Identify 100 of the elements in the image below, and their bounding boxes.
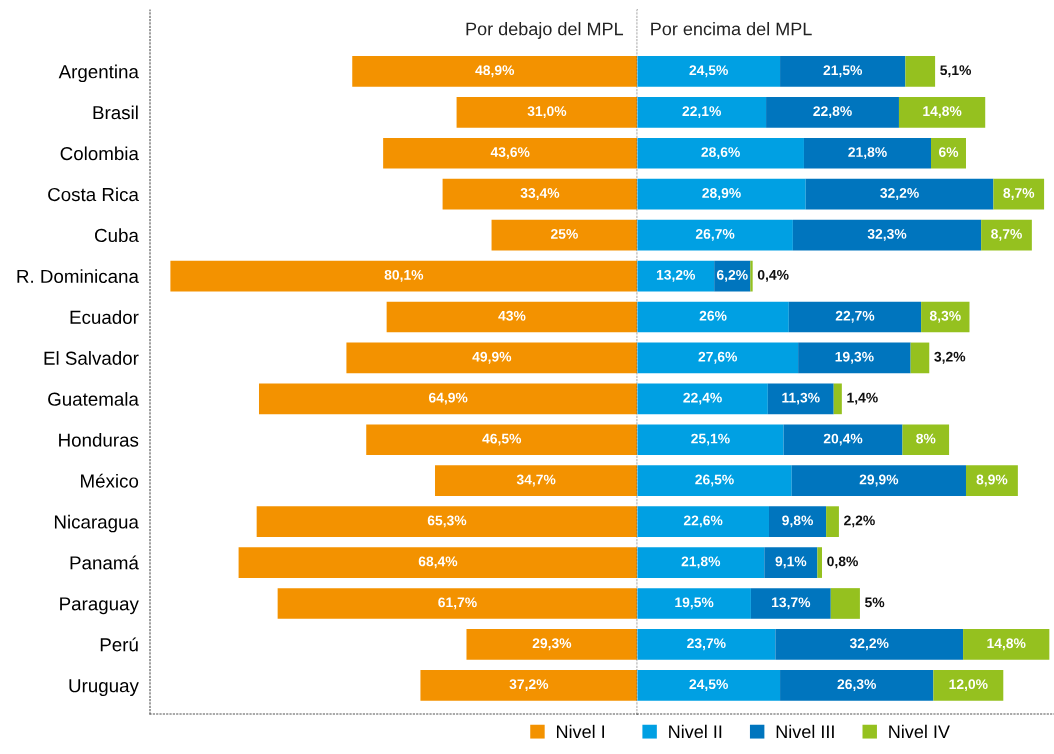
data-label: 9,8%	[782, 515, 814, 528]
data-label: 14,8%	[923, 106, 962, 119]
bar	[933, 670, 1004, 701]
data-label: 8,3%	[929, 310, 961, 323]
data-label: 24,5%	[689, 65, 728, 78]
data-label: 26%	[699, 310, 727, 321]
data-label: 0,8%	[827, 556, 858, 569]
bar	[931, 137, 966, 169]
y-tick-label: Honduras	[59, 432, 139, 447]
data-label: 31,0%	[527, 106, 567, 119]
data-label: 46,5%	[482, 433, 522, 446]
data-label: 29,9%	[859, 474, 899, 487]
data-label: 12,0%	[949, 679, 988, 692]
bar	[783, 424, 903, 456]
data-label: 19,5%	[675, 597, 714, 610]
data-label: 21,8%	[681, 556, 721, 569]
chart-title: Por encima del MPL	[651, 22, 812, 36]
data-label: 32,2%	[880, 188, 919, 200]
data-label: 19,3%	[835, 351, 874, 364]
data-label: 8,9%	[976, 474, 1008, 487]
y-tick-label: Cuba	[95, 228, 139, 243]
data-label: 25,1%	[691, 433, 730, 446]
legend-label: Nivel III	[776, 724, 834, 739]
y-tick-label: Ecuador	[70, 310, 139, 324]
y-tick-label: Costa Rica	[48, 187, 139, 202]
data-label: 32,3%	[867, 229, 907, 241]
bar	[905, 56, 936, 87]
data-label: 22,7%	[835, 310, 875, 323]
data-label: 6,2%	[716, 269, 748, 282]
bar	[788, 301, 922, 333]
data-label: 28,6%	[701, 147, 740, 159]
bar	[803, 137, 932, 169]
y-tick-label: Brasil	[93, 105, 138, 120]
data-label: 68,4%	[418, 556, 458, 569]
y-tick-label: Panamá	[70, 555, 139, 570]
y-tick-label: México	[81, 473, 139, 488]
chart-title: Por debajo del MPL	[466, 22, 624, 39]
data-label: 9,1%	[775, 556, 807, 569]
bar	[780, 670, 934, 701]
bar	[830, 588, 860, 619]
y-tick-label: Colombia	[60, 146, 139, 161]
bar	[750, 588, 831, 619]
data-label: 34,7%	[516, 474, 556, 487]
y-tick-label: El Salvador	[44, 351, 139, 365]
data-label: 26,5%	[695, 474, 734, 487]
data-label: 5,1%	[940, 65, 972, 78]
y-tick-label: Perú	[100, 637, 138, 652]
legend-label: Nivel IV	[889, 724, 950, 739]
bar	[764, 547, 818, 578]
y-tick-label: Guatemala	[48, 392, 139, 406]
data-label: 26,3%	[837, 679, 877, 692]
data-label: 37,2%	[509, 679, 549, 692]
y-tick-label: Argentina	[58, 64, 139, 83]
data-label: 32,2%	[849, 638, 889, 651]
data-label: 48,9%	[475, 65, 515, 78]
data-label: 43,6%	[490, 147, 530, 159]
data-label: 22,1%	[682, 106, 721, 119]
bar	[981, 219, 1032, 251]
data-label: 8,7%	[991, 229, 1022, 241]
data-label: 6%	[938, 147, 959, 157]
y-tick-label: Paraguay	[60, 597, 139, 615]
data-label: 26,7%	[695, 229, 735, 241]
bar	[637, 260, 715, 292]
data-label: 25%	[550, 229, 578, 239]
bar	[780, 56, 906, 87]
bar	[750, 260, 753, 292]
data-label: 20,4%	[823, 433, 863, 446]
data-label: 43%	[498, 310, 526, 321]
bar	[767, 383, 834, 415]
data-label: 13,2%	[656, 269, 696, 282]
bar	[637, 588, 751, 619]
bar	[792, 219, 982, 251]
y-tick-label: Nicaragua	[54, 514, 139, 533]
bar	[766, 96, 899, 128]
data-label: 21,5%	[823, 65, 863, 78]
bar	[768, 506, 827, 537]
data-label: 1,4%	[847, 392, 878, 405]
data-label: 22,8%	[813, 106, 852, 119]
bar	[993, 178, 1045, 210]
bar	[826, 506, 839, 537]
bar	[902, 424, 950, 456]
bar	[963, 629, 1050, 660]
data-label: 8,7%	[1003, 188, 1035, 200]
data-label: 5%	[865, 597, 885, 608]
bar	[833, 383, 842, 415]
bar	[898, 96, 986, 128]
data-label: 3,2%	[934, 351, 966, 364]
data-label: 8%	[916, 433, 936, 444]
data-label: 21,8%	[848, 147, 887, 159]
data-label: 14,8%	[987, 638, 1026, 651]
bar	[817, 547, 823, 578]
legend-label: Nivel I	[556, 724, 605, 739]
data-label: 27,6%	[698, 351, 738, 364]
data-label: 80,1%	[384, 269, 424, 282]
data-label: 22,4%	[683, 392, 722, 405]
data-label: 24,5%	[689, 679, 728, 692]
data-label: 29,3%	[532, 638, 572, 651]
bar	[637, 547, 765, 578]
bar	[910, 342, 930, 374]
data-label: 65,3%	[427, 515, 467, 528]
